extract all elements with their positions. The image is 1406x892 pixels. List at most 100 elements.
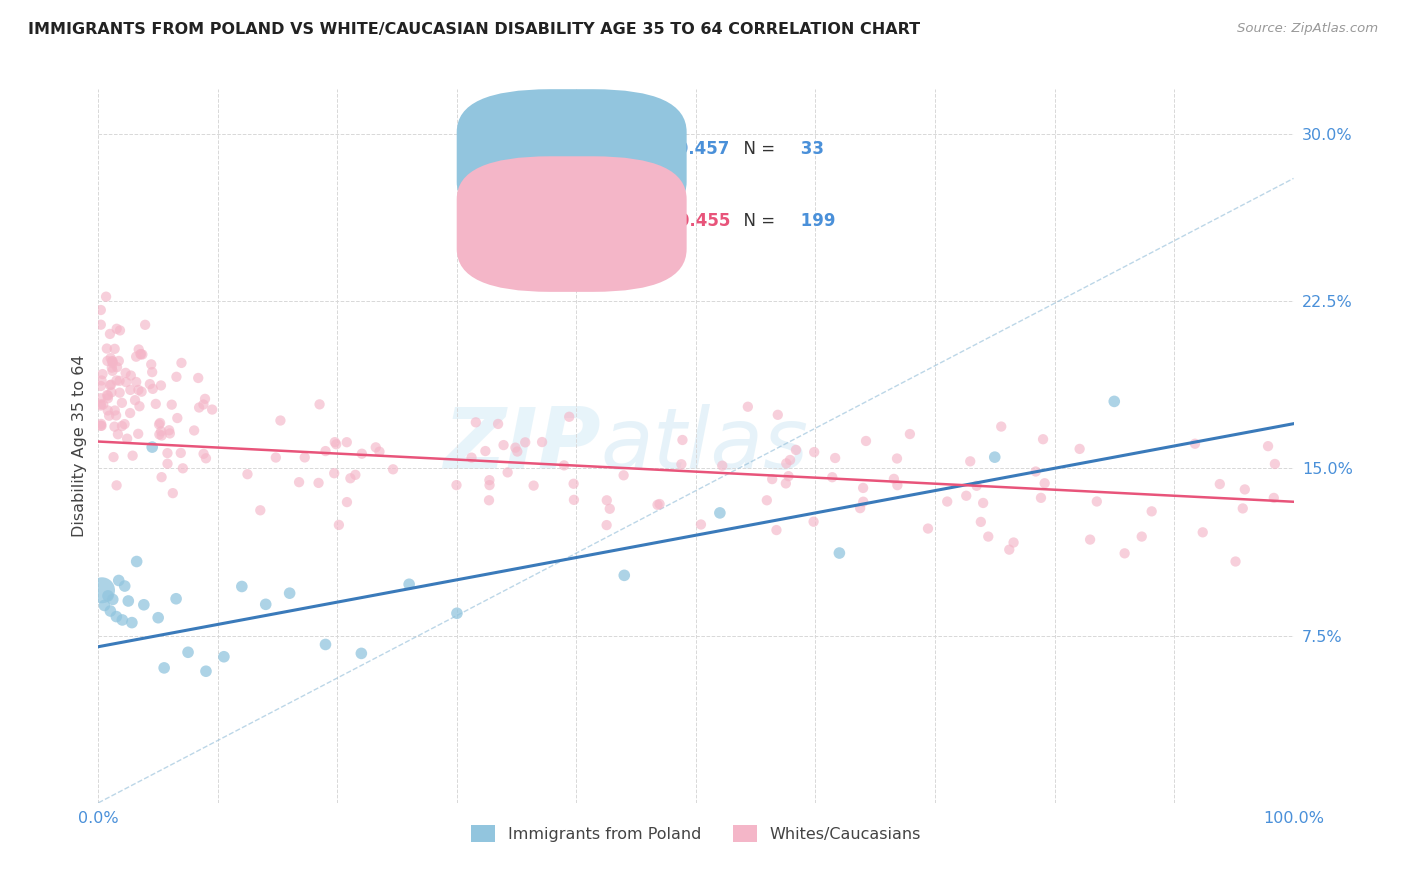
Point xyxy=(1029,491,1052,505)
Point xyxy=(105,374,128,388)
Point xyxy=(134,318,156,332)
Point xyxy=(107,427,129,442)
Point xyxy=(100,377,122,392)
Point xyxy=(803,445,825,459)
Point xyxy=(115,375,138,389)
Point xyxy=(101,356,124,370)
Point xyxy=(132,598,155,612)
Point xyxy=(852,481,875,495)
Point xyxy=(531,435,554,450)
Point xyxy=(350,447,373,461)
Point xyxy=(761,472,783,486)
Point xyxy=(128,343,150,357)
Point xyxy=(966,479,988,493)
Point xyxy=(162,486,184,500)
Point xyxy=(765,523,787,537)
Point xyxy=(153,661,176,675)
Point xyxy=(128,399,150,413)
Point xyxy=(141,440,163,454)
Point xyxy=(278,586,301,600)
Point xyxy=(96,342,118,356)
Point xyxy=(1232,501,1254,516)
Point xyxy=(883,472,905,486)
Point xyxy=(125,350,148,364)
Point xyxy=(350,646,373,660)
Point xyxy=(886,478,908,492)
Point xyxy=(100,351,122,366)
Point xyxy=(323,435,346,450)
Point xyxy=(1002,535,1025,549)
Point xyxy=(478,473,501,487)
Point xyxy=(315,637,337,651)
Point xyxy=(193,447,215,461)
Point xyxy=(249,503,271,517)
Point xyxy=(778,469,800,483)
Point xyxy=(94,290,117,304)
Point xyxy=(1114,546,1136,560)
Point xyxy=(328,517,350,532)
Point xyxy=(368,444,391,458)
Point xyxy=(194,392,217,406)
Point xyxy=(142,382,165,396)
Point xyxy=(148,610,170,624)
Point xyxy=(97,403,120,417)
Point xyxy=(671,433,693,447)
Point xyxy=(1264,457,1286,471)
Point xyxy=(111,419,134,434)
Point xyxy=(90,399,112,413)
Text: ZIP: ZIP xyxy=(443,404,600,488)
Point xyxy=(599,501,621,516)
Point xyxy=(690,517,713,532)
Point xyxy=(160,398,183,412)
Point xyxy=(90,379,112,393)
Point xyxy=(478,493,501,508)
Point xyxy=(90,418,112,433)
Point xyxy=(553,458,575,473)
Point xyxy=(821,470,844,484)
Point xyxy=(959,454,981,468)
Point xyxy=(101,360,124,375)
Point xyxy=(172,461,194,475)
Point xyxy=(339,471,361,485)
Point xyxy=(141,365,163,379)
Point xyxy=(149,378,172,392)
Point xyxy=(139,377,162,392)
Point xyxy=(1104,394,1126,409)
Point xyxy=(107,574,129,588)
Point xyxy=(105,609,128,624)
Point xyxy=(105,478,128,492)
Point xyxy=(308,475,330,490)
Point xyxy=(105,409,128,423)
Point xyxy=(120,368,142,383)
Point xyxy=(1191,525,1213,540)
Point xyxy=(193,397,215,411)
Point xyxy=(803,515,825,529)
Point xyxy=(90,418,112,433)
Point xyxy=(121,449,143,463)
Point xyxy=(129,347,152,361)
Text: IMMIGRANTS FROM POLAND VS WHITE/CAUCASIAN DISABILITY AGE 35 TO 64 CORRELATION CH: IMMIGRANTS FROM POLAND VS WHITE/CAUCASIA… xyxy=(28,22,921,37)
Point xyxy=(955,489,977,503)
Point xyxy=(101,592,124,607)
Point xyxy=(779,453,801,467)
Point xyxy=(824,450,846,465)
Point xyxy=(936,494,959,508)
Point xyxy=(98,326,121,341)
Point xyxy=(187,371,209,385)
Point xyxy=(188,401,211,415)
Text: Source: ZipAtlas.com: Source: ZipAtlas.com xyxy=(1237,22,1378,36)
Point xyxy=(1025,465,1047,479)
Point xyxy=(558,409,581,424)
Point xyxy=(1069,442,1091,456)
Point xyxy=(148,427,170,442)
Point xyxy=(1225,555,1247,569)
Point xyxy=(183,424,205,438)
Point xyxy=(505,441,527,455)
Point xyxy=(145,397,167,411)
Point xyxy=(984,450,1007,464)
Point xyxy=(127,426,149,441)
Point xyxy=(775,476,797,491)
Point xyxy=(315,444,337,458)
Point xyxy=(523,478,546,492)
Point xyxy=(104,342,127,356)
